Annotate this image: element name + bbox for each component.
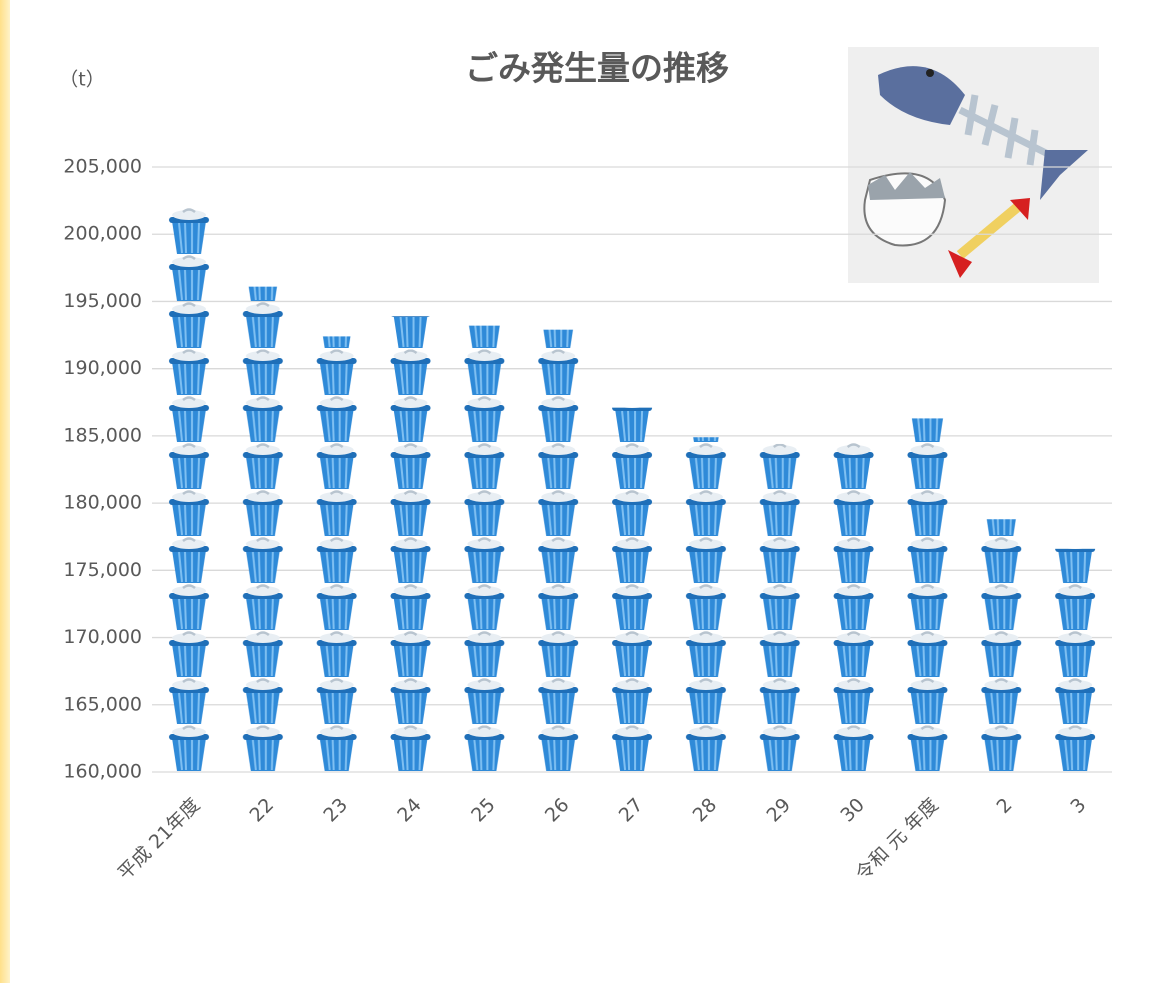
y-axis-label: （t） — [59, 69, 104, 91]
bar — [832, 442, 875, 772]
bar — [537, 329, 580, 772]
y-tick-label: 170,000 — [63, 626, 142, 648]
bar — [980, 519, 1023, 772]
bar — [906, 418, 949, 772]
y-tick-label: 165,000 — [63, 693, 142, 715]
y-tick-label: 190,000 — [63, 357, 142, 379]
y-tick-label: 205,000 — [63, 156, 142, 178]
y-tick-label: 160,000 — [63, 761, 142, 783]
bar — [758, 443, 801, 772]
bar — [241, 286, 284, 772]
bar — [389, 316, 432, 772]
bar — [463, 325, 506, 772]
bar — [167, 207, 210, 773]
illustration — [848, 47, 1099, 283]
y-tick-label: 180,000 — [63, 492, 142, 514]
y-tick-label: 185,000 — [63, 424, 142, 446]
bar — [611, 407, 653, 772]
y-tick-label: 175,000 — [63, 559, 142, 581]
chart-title: ごみ発生量の推移 — [465, 49, 729, 88]
bar — [1054, 548, 1097, 772]
bar — [315, 336, 358, 772]
y-tick-label: 200,000 — [63, 223, 142, 245]
page-edge — [0, 0, 10, 983]
bar — [684, 437, 727, 772]
y-tick-label: 195,000 — [63, 290, 142, 312]
